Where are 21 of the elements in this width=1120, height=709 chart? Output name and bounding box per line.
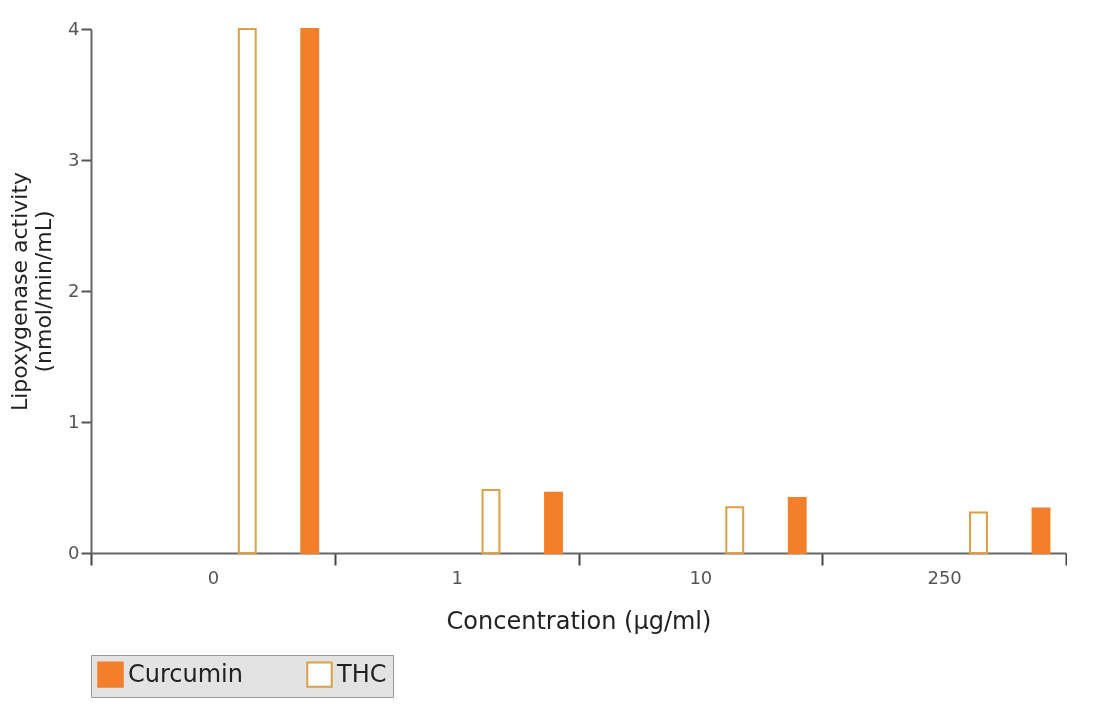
y-axis-title: Lipoxygenase activity (nmol/min/mL) [7, 171, 57, 412]
y-tick-label: 0 [68, 541, 80, 563]
x-tick-label: 0 [207, 566, 220, 588]
x-axis-title: Concentration (µg/ml) [446, 606, 712, 635]
x-tick-label: 10 [689, 566, 713, 588]
bar [481, 489, 501, 554]
x-tick-label: 1 [451, 566, 463, 588]
bar [725, 506, 745, 554]
x-tick-label: 250 [927, 566, 962, 588]
bar [237, 28, 257, 554]
y-tick-label: 3 [68, 148, 80, 170]
bar [969, 511, 988, 554]
legend-label: THC [336, 659, 387, 688]
bar [1031, 507, 1051, 554]
y-tick-label: 1 [68, 410, 80, 432]
bar [787, 496, 807, 554]
bar [300, 28, 320, 554]
y-tick-label: 2 [68, 279, 80, 301]
y-tick-label: 4 [68, 17, 80, 39]
bar [544, 491, 563, 554]
legend-label: Curcumin [128, 659, 243, 688]
